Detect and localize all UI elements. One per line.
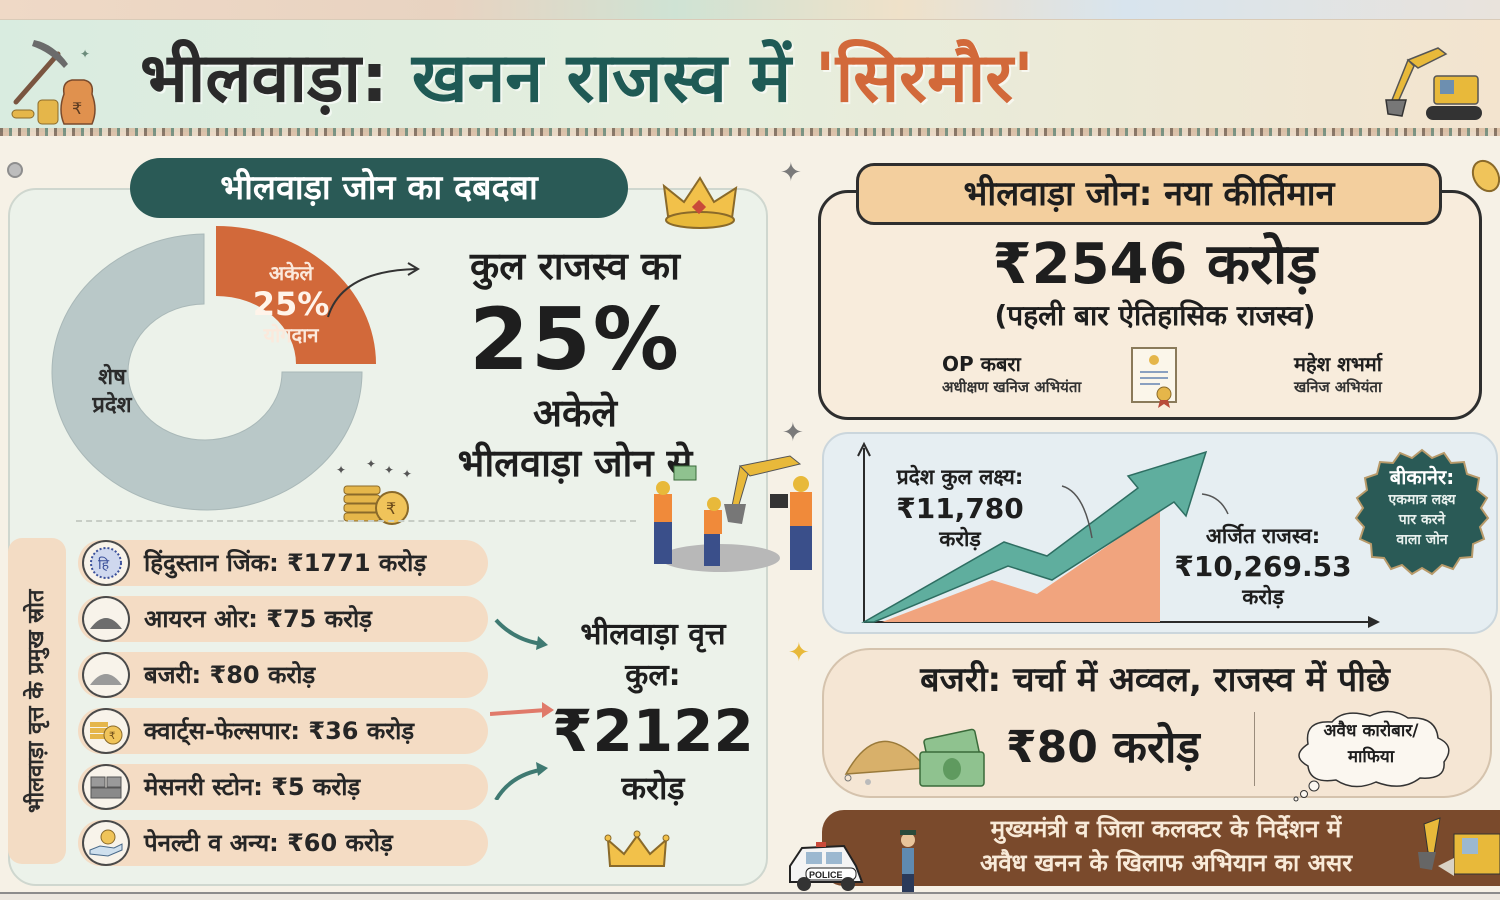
svg-text:✦: ✦	[80, 47, 90, 61]
arrows-to-total	[490, 618, 554, 800]
mining-workers-illustration	[654, 455, 812, 572]
new-record-heading: भीलवाड़ा जोन: नया कीर्तिमान	[856, 163, 1442, 225]
target-trend-arrow	[861, 450, 1208, 623]
hand-coin-icon	[82, 820, 130, 866]
title-highlight: 'सिरमौर'	[814, 39, 1034, 118]
donut-rest-segment	[51, 233, 363, 511]
bikaner-badge	[1354, 448, 1490, 576]
sources-side-tab	[8, 538, 66, 864]
sparkle-icon: ✦	[782, 418, 804, 448]
bajri-amount: ₹80 करोड़	[1006, 722, 1200, 773]
police-car-icon: POLICE	[789, 830, 916, 892]
svg-text:✦: ✦	[336, 463, 346, 477]
revenue-sources-list: हि हिंदुस्तान जिंक: ₹1771 करोड़ आयरन ओर:…	[78, 540, 498, 876]
bullet-dot	[7, 162, 23, 178]
curved-arrow-icon	[327, 262, 420, 318]
page-title: भीलवाड़ा: खनन राजस्व में 'सिरमौर'	[140, 34, 1370, 124]
official-1: OP कबरा अधीक्षण खनिज अभियंता	[942, 352, 1082, 396]
donut-share-label: अकेले 25% योगदान	[252, 261, 330, 347]
source-row-zinc: हि हिंदुस्तान जिंक: ₹1771 करोड़	[78, 540, 488, 586]
revenue-share-donut-chart	[51, 226, 376, 511]
donut-rest-label: शेष प्रदेश	[92, 365, 132, 418]
target-value: ₹11,780	[896, 492, 1024, 525]
crown-icon	[662, 176, 738, 229]
sand-and-cash-icon	[844, 728, 985, 787]
source-row-bajri: बजरी: ₹80 करोड़	[78, 652, 488, 698]
source-row-quartz: ₹ क्वार्ट्स-फेल्सपार: ₹36 करोड़	[78, 708, 488, 754]
bottom-border	[0, 892, 1500, 900]
coin-icon	[1471, 159, 1500, 193]
stone-blocks-icon	[82, 764, 130, 810]
circle-total-amount: ₹2122	[552, 697, 754, 765]
source-row-penalty: पेनल्टी व अन्य: ₹60 करोड़	[78, 820, 488, 866]
title-middle: खनन राजस्व में	[411, 39, 792, 118]
iron-ore-pile-icon	[82, 596, 130, 642]
decorative-border	[0, 128, 1500, 136]
donut-share-segment	[216, 226, 376, 364]
certificate-icon	[1131, 347, 1177, 408]
source-row-iron-ore: आयरन ओर: ₹75 करोड़	[78, 596, 488, 642]
svg-text:POLICE: POLICE	[809, 870, 843, 880]
earned-value: ₹10,269.53	[1174, 550, 1352, 583]
sparkle-icon: ✦	[788, 638, 810, 668]
svg-text:₹: ₹	[386, 499, 396, 518]
divider	[1254, 712, 1255, 786]
earned-revenue-area	[882, 510, 1160, 622]
excavator-icon	[1385, 47, 1482, 120]
official-2: महेश शभर्मा खनिज अभियंता	[1294, 352, 1382, 396]
top-decorative-strip	[0, 0, 1500, 20]
sources-title: भीलवाड़ा वृत्त के प्रमुख स्रोत	[24, 589, 49, 813]
thought-cloud-icon	[1293, 710, 1450, 802]
bajri-heading: बजरी: चर्चा में अव्वल, राजस्व में पीछे	[920, 660, 1390, 700]
svg-text:✦: ✦	[402, 467, 412, 481]
title-place: भीलवाड़ा:	[140, 39, 389, 118]
svg-text:✦: ✦	[384, 463, 394, 477]
record-subtitle: (पहली बार ऐतिहासिक राजस्व)	[994, 299, 1316, 332]
coins-icon: ₹	[82, 708, 130, 754]
rupee-coins-icon: ✦ ✦ ✦ ✦ ₹	[336, 458, 412, 525]
campaign-banner	[822, 810, 1500, 886]
svg-text:हि: हि	[98, 556, 110, 573]
svg-text:₹: ₹	[72, 99, 82, 118]
svg-text:✦: ✦	[366, 458, 376, 471]
pickaxe-moneybag-icon: ✦ ₹	[11, 40, 96, 125]
campaign-text: मुख्यमंत्री व जिला कलक्टर के निर्देशन मे…	[979, 815, 1353, 877]
share-statement: कुल राजस्व का 25% अकेले भीलवाड़ा जोन से	[457, 244, 693, 485]
header-banner	[0, 20, 1500, 132]
crown-icon	[604, 830, 670, 867]
revenue-growth-chart	[857, 441, 1380, 628]
zone-dominance-heading: भीलवाड़ा जोन का दबदबा	[130, 158, 628, 218]
bikaner-badge-text: बीकानेर: एकमात्र लक्ष्य पार करने वाला जो…	[1388, 465, 1456, 548]
sand-pile-icon	[82, 652, 130, 698]
svg-text:₹: ₹	[109, 731, 115, 742]
excavator-icon	[1418, 817, 1500, 876]
source-row-masonry: मेसनरी स्टोन: ₹5 करोड़	[78, 764, 488, 810]
divider	[76, 520, 636, 522]
target-label: प्रदेश कुल लक्ष्य: ₹11,780 करोड़	[870, 462, 1050, 552]
hindustan-zinc-logo-icon: हि	[82, 540, 130, 586]
earned-label: अर्जित राजस्व: ₹10,269.53 करोड़	[1168, 522, 1358, 610]
circle-total-block: भीलवाड़ा वृत्त कुल: ₹2122 करोड़	[548, 614, 758, 810]
thought-cloud-text: अवैध कारोबार/ माफिया	[1323, 721, 1419, 767]
sparkle-icon: ✦	[780, 158, 802, 188]
record-amount: ₹2546 करोड़	[992, 232, 1318, 297]
